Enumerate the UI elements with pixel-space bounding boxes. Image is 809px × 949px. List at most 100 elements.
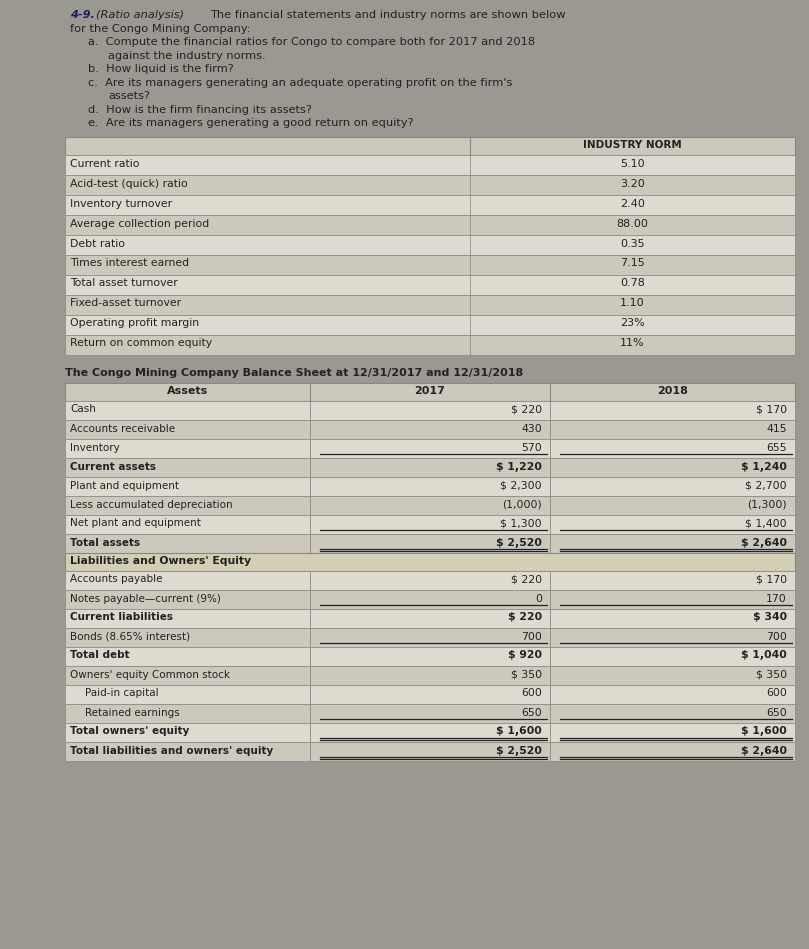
Text: 0.35: 0.35 [621,238,645,249]
Bar [310,741,550,760]
Bar [310,419,550,438]
Text: 570: 570 [521,442,542,453]
Bar [65,294,795,314]
Text: (1,000): (1,000) [502,499,542,510]
Text: 5.10: 5.10 [621,158,645,169]
Text: (Ratio analysis): (Ratio analysis) [96,10,184,20]
Bar [65,514,310,533]
Text: $ 350: $ 350 [510,669,542,679]
Text: e.  Are its managers generating a good return on equity?: e. Are its managers generating a good re… [88,118,413,128]
Text: 2.40: 2.40 [620,198,645,209]
Text: 700: 700 [766,631,787,642]
Text: Plant and equipment: Plant and equipment [70,480,179,491]
Text: Retained earnings: Retained earnings [85,708,180,717]
Bar [310,400,550,419]
Text: 700: 700 [521,631,542,642]
Text: $ 1,400: $ 1,400 [745,518,787,529]
Text: $ 1,600: $ 1,600 [741,727,787,736]
Text: 600: 600 [521,689,542,698]
Text: $ 1,300: $ 1,300 [501,518,542,529]
Text: The Congo Mining Company Balance Sheet at 12/31/2017 and 12/31/2018: The Congo Mining Company Balance Sheet a… [65,368,523,379]
Bar [65,137,795,155]
Text: 0.78: 0.78 [620,278,645,288]
Text: Total assets: Total assets [70,537,140,548]
Text: 655: 655 [766,442,787,453]
Text: 2018: 2018 [657,385,688,396]
Bar [310,684,550,703]
Bar [550,589,795,608]
Text: Operating profit margin: Operating profit margin [70,319,199,328]
Bar [310,627,550,646]
Bar [550,722,795,741]
Text: 11%: 11% [621,339,645,348]
Bar [65,214,795,234]
Text: Notes payable—current (9%): Notes payable—current (9%) [70,593,221,604]
Text: 3.20: 3.20 [621,178,645,189]
Text: assets?: assets? [108,91,150,101]
Bar [310,495,550,514]
Bar [65,234,795,254]
Bar [550,533,795,552]
Bar [550,627,795,646]
Bar [550,608,795,627]
Bar [310,703,550,722]
Bar [65,254,795,274]
Bar [310,382,550,400]
Bar [65,314,795,334]
Bar [65,400,310,419]
Text: 2017: 2017 [414,385,446,396]
Text: $ 1,600: $ 1,600 [496,727,542,736]
Text: $ 2,300: $ 2,300 [501,480,542,491]
Text: $ 350: $ 350 [756,669,787,679]
Text: $ 2,520: $ 2,520 [496,537,542,548]
Bar [550,476,795,495]
Text: for the Congo Mining Company:: for the Congo Mining Company: [70,24,251,33]
Bar [550,495,795,514]
Bar [550,382,795,400]
Text: c.  Are its managers generating an adequate operating profit on the firm's: c. Are its managers generating an adequa… [88,78,512,87]
Text: Current liabilities: Current liabilities [70,612,173,623]
Text: Current assets: Current assets [70,461,156,472]
Text: Average collection period: Average collection period [70,218,210,229]
Text: a.  Compute the financial ratios for Congo to compare both for 2017 and 2018: a. Compute the financial ratios for Cong… [88,37,535,47]
Text: $ 1,220: $ 1,220 [496,461,542,472]
Text: INDUSTRY NORM: INDUSTRY NORM [583,140,682,150]
Bar [65,175,795,195]
Bar [65,665,310,684]
Bar [65,533,310,552]
Text: Inventory turnover: Inventory turnover [70,198,172,209]
Bar [65,627,310,646]
Text: 4-9.: 4-9. [70,10,95,20]
Bar [65,552,795,570]
Bar [65,382,310,400]
Text: 7.15: 7.15 [621,258,645,269]
Text: $ 2,520: $ 2,520 [496,746,542,755]
Bar [65,684,310,703]
Text: d.  How is the firm financing its assets?: d. How is the firm financing its assets? [88,104,312,115]
Bar [65,419,310,438]
Bar [310,608,550,627]
Bar [310,476,550,495]
Text: Debt ratio: Debt ratio [70,238,125,249]
Text: Assets: Assets [167,385,208,396]
Bar [65,722,310,741]
Text: 88.00: 88.00 [616,218,649,229]
Bar [310,665,550,684]
Bar [550,665,795,684]
Text: 650: 650 [521,708,542,717]
Text: $ 1,040: $ 1,040 [741,650,787,661]
Text: 650: 650 [766,708,787,717]
Bar [65,195,795,214]
Text: Total asset turnover: Total asset turnover [70,278,178,288]
Text: $ 170: $ 170 [756,404,787,415]
Bar [65,274,795,294]
Text: Return on common equity: Return on common equity [70,339,212,348]
Bar [310,457,550,476]
Text: b.  How liquid is the firm?: b. How liquid is the firm? [88,64,234,74]
Text: Net plant and equipment: Net plant and equipment [70,518,201,529]
Text: Liabilities and Owners' Equity: Liabilities and Owners' Equity [70,555,251,566]
Bar [550,419,795,438]
Bar [550,514,795,533]
Bar [310,514,550,533]
Bar [310,589,550,608]
